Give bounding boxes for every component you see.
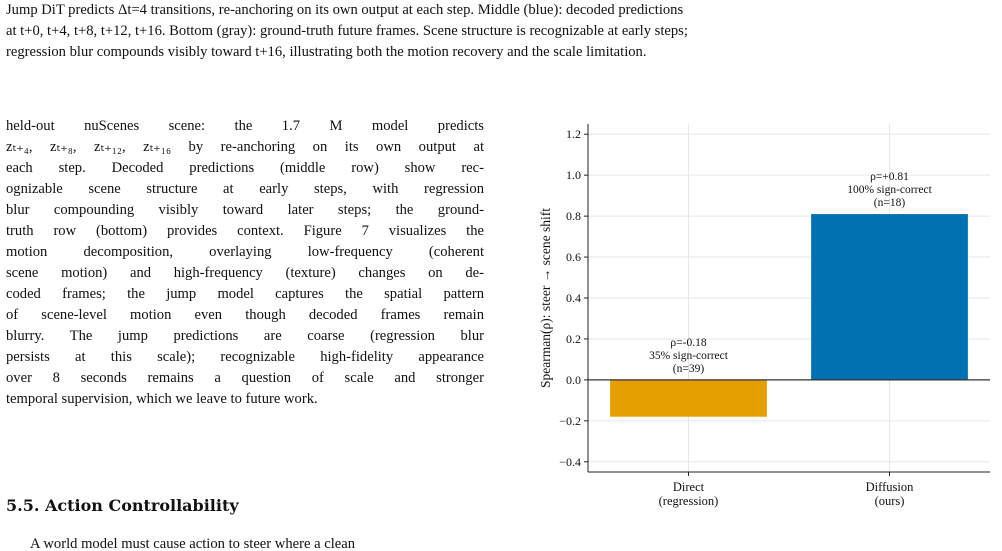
bar-direct [610,379,767,417]
caption-line-1: Jump DiT predicts Δt=4 transitions, re-a… [6,2,684,18]
y-tick-label: 0.6 [566,250,581,264]
caption-line-2: at t+0, t+4, t+8, t+12, t+16. Bottom (gr… [6,23,688,39]
y-axis-label: Spearman(ρ): steer → scene shift [538,208,553,388]
bar-annotation: (n=18) [874,197,906,209]
y-tick-label: −0.4 [559,455,581,469]
chart-svg: −0.4 −0.2 0.0 0.2 0.4 0.6 0.8 1.0 1.2 Direct(regr… [538,124,990,508]
body-line: zₜ₊₄, zₜ₊₈, zₜ₊₁₂, zₜ₊₁₆ by re-anchoring… [6,139,484,155]
body-line: temporal supervision, which we leave to … [6,391,318,407]
body-line: each step. Decoded predictions (middle r… [6,160,484,176]
body-paragraph: held-out nuScenes scene: the 1.7 M model… [6,116,484,410]
y-tick-label: 0.4 [566,291,581,305]
section-title: Action Controllability [44,496,239,515]
body-line: scene motion) and high-frequency (textur… [6,265,484,281]
bar-diffusion [811,214,968,380]
body-line: blur compounding visibly toward later st… [6,202,484,218]
body-paragraph-text: held-out nuScenes scene: the 1.7 M model… [6,116,484,410]
body-line: ognizable scene structure at early steps… [6,181,484,197]
x-tick-label: (ours) [875,494,905,508]
body-line: persists at this scale); recognizable hi… [6,349,484,365]
body-line: held-out nuScenes scene: the 1.7 M model… [6,118,484,134]
y-tick-label: 1.0 [566,168,581,182]
y-tick-label: −0.2 [559,414,581,428]
y-tick-label: 0.0 [566,373,581,387]
body-line: coded frames; the jump model captures th… [6,286,484,302]
bar-annotation: 35% sign-correct [649,350,729,362]
x-tick-label: Direct [673,480,705,494]
bar-annotation: ρ=-0.18 [670,337,706,349]
figure-caption: Jump DiT predicts Δt=4 transitions, re-a… [6,0,996,63]
y-tick-label: 1.2 [566,127,581,141]
next-paragraph-start: A world model must cause action to steer… [30,536,356,551]
body-line: motion decomposition, overlaying low-fre… [6,244,484,260]
bar-annotation: (n=39) [673,363,705,375]
caption-line-3: regression blur compounds visibly toward… [6,44,647,60]
body-line: blurry. The jump predictions are coarse … [6,328,484,344]
x-tick-label: (regression) [659,494,719,508]
section-heading: 5.5. Action Controllability [6,496,239,515]
body-line: over 8 seconds remains a question of sca… [6,370,484,386]
section-number: 5.5. [6,496,40,515]
bar-annotation: ρ=+0.81 [870,171,909,183]
controllability-chart: −0.4 −0.2 0.0 0.2 0.4 0.6 0.8 1.0 1.2 Direct (regr… [530,112,1000,524]
x-tick-label: Diffusion [866,480,914,494]
body-line: truth row (bottom) provides context. Fig… [6,223,484,239]
y-tick-label: 0.2 [566,332,581,346]
bar-annotation: 100% sign-correct [847,184,932,196]
body-line: of scene-level motion even though decode… [6,307,484,323]
y-tick-label: 0.8 [566,209,581,223]
